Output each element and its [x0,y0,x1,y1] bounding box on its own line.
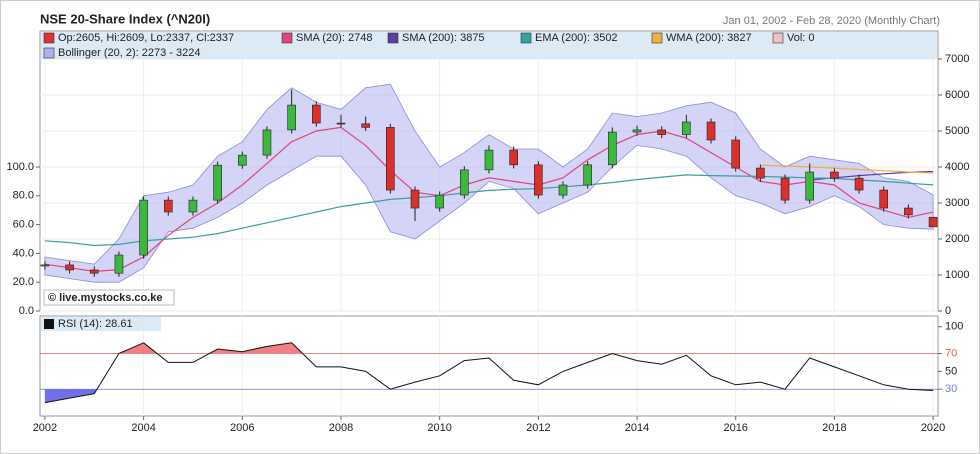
candle-body [583,164,592,186]
candle-body [657,129,666,135]
y-tick-label: 0 [945,305,951,317]
candle-body [756,167,765,179]
y2-tick-label: 0.0 [19,305,34,317]
x-tick-label: 2008 [329,422,353,434]
y-tick-label: 5000 [945,125,969,137]
y-tick-label: 2000 [945,233,969,245]
annotation-box [43,289,175,306]
candle-body [163,199,173,213]
candle-body [830,171,839,179]
candle-body [534,164,543,196]
candle-body [632,129,642,133]
y-tick-label: 70 [945,347,957,359]
y-tick-label: 4000 [945,161,969,173]
x-tick-label: 2010 [427,422,451,434]
legend-label: Bollinger (20, 2): 2273 - 3224 [58,47,200,59]
x-tick-label: 2002 [33,422,57,434]
candle-body [139,199,148,256]
legend-label: RSI (14): 28.61 [58,318,133,330]
legend-swatch [43,47,55,59]
candle-body [312,104,321,124]
candle-body [484,149,494,171]
legend-swatch [772,32,784,44]
candle-body [460,169,469,196]
overbought-fill [44,342,934,354]
candle-body [435,194,444,209]
x-tick-label: 2006 [230,422,254,434]
y2-tick-label: 100.0 [6,161,34,173]
candle-body [410,189,420,209]
legend-swatch [651,32,663,44]
candle-body [89,269,99,274]
candle-body [682,121,691,135]
rsi-panel [39,315,939,417]
y2-tick-label: 40.0 [13,247,34,259]
legend-background [41,32,937,59]
y-tick-label: 1000 [945,269,969,281]
candle-body [361,123,370,128]
legend-swatch [43,32,55,44]
legend-swatch [520,32,532,44]
candle-body [879,189,889,209]
legend-label: SMA (200): 3875 [402,32,485,44]
candle-body [237,154,247,166]
y-tick-label: 7000 [945,53,969,65]
x-tick-label: 2016 [723,422,747,434]
y2-tick-label: 20.0 [13,276,34,288]
legend-label: Op:2605, Hi:2609, Lo:2337, Cl:2337 [58,32,234,44]
y-tick-label: 6000 [945,89,969,101]
x-tick-label: 2004 [131,422,155,434]
candle-body [40,264,50,267]
candle-body [114,254,124,274]
candle-body [706,121,716,141]
y2-tick-label: 80.0 [13,190,34,202]
rsi-line [44,342,934,404]
candle-body [213,164,222,201]
candle-body [731,139,741,169]
y-tick-label: 100 [945,321,963,333]
legend-label: EMA (200): 3502 [535,32,618,44]
legend-swatch [281,32,293,44]
y-tick-label: 30 [945,383,957,395]
legend-label: Vol: 0 [787,32,815,44]
legend-swatch [387,32,399,44]
chart-subtitle: Jan 01, 2002 - Feb 28, 2020 (Monthly Cha… [723,15,940,27]
x-tick-label: 2020 [921,422,945,434]
candle-body [262,129,272,156]
candle-body [65,264,74,271]
y-tick-label: 50 [945,365,957,377]
indicator-line [760,164,934,174]
candle-body [558,184,568,196]
legend-swatch [44,319,54,329]
candle-body [854,177,864,191]
candle-body [608,131,617,166]
candle-body [805,171,815,201]
candle-body [780,177,790,201]
candle-body [904,207,913,216]
candle-body [188,199,198,213]
legend-background [41,317,161,331]
y2-tick-label: 60.0 [13,219,34,231]
x-tick-label: 2014 [625,422,649,434]
x-tick-label: 2012 [526,422,550,434]
candle-body [928,216,938,228]
chart-title: NSE 20-Share Index (^N20I) [40,11,210,26]
legend-label: SMA (20): 2748 [296,32,372,44]
x-tick-label: 2018 [822,422,846,434]
candle-body [287,104,296,131]
candle-body [386,127,395,191]
legend-label: WMA (200): 3827 [666,32,752,44]
candle-body [336,122,346,125]
y-tick-label: 3000 [945,197,969,209]
annotation: © live.mystocks.co.ke [48,292,163,304]
candle-body [509,149,518,166]
